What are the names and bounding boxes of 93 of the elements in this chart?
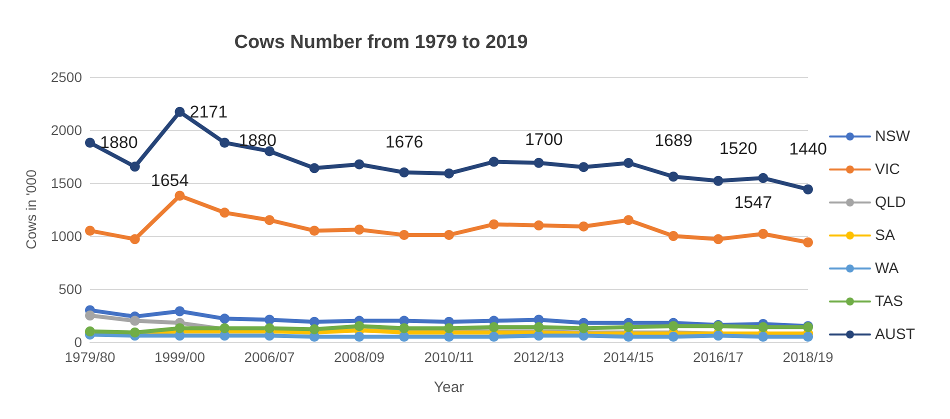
point [534,322,544,332]
point [85,226,95,236]
y-tick-label: 2000 [50,122,82,138]
point [624,322,634,332]
x-tick-label: 2012/13 [513,349,564,365]
point [174,323,185,334]
x-tick-label: 2010/11 [424,349,474,365]
point [354,159,364,170]
point [713,234,724,244]
point [354,332,364,342]
x-tick-label: 2006/07 [244,349,296,365]
point [534,220,544,230]
point [803,184,813,194]
y-tick-label: 1000 [50,228,82,244]
point [713,176,724,186]
y-tick-label: 2500 [50,69,82,85]
point [803,332,813,342]
legend-label: TAS [874,293,904,310]
point [130,162,140,172]
point [758,228,768,239]
point [399,323,410,334]
point [624,158,634,168]
x-tick-label: 2018/19 [782,349,834,365]
point [488,219,499,230]
point [399,332,410,342]
point [220,138,230,148]
y-axis-title: Cows in '000 [23,169,39,250]
point [354,321,364,332]
data-label: 1520 [719,138,758,158]
point [130,316,140,326]
point [624,332,634,342]
point [534,330,544,341]
y-tick-label: 500 [58,281,82,297]
point [668,332,678,342]
point [309,226,320,236]
point [488,322,499,332]
legend-label: AUST [874,326,916,343]
point [488,156,499,167]
legend-label: VIC [874,161,900,178]
point [354,224,364,235]
point [668,231,678,241]
point [85,138,95,148]
x-tick-label: 2014/15 [603,349,654,365]
point [444,230,454,240]
point [758,332,768,342]
data-label: 1440 [789,139,827,158]
legend-label: SA [874,227,896,244]
point [264,215,274,226]
data-label: 1880 [238,131,276,150]
point [264,146,274,156]
data-label: 1880 [100,133,138,152]
data-label: 1654 [150,171,189,190]
point [488,332,499,342]
point [578,221,589,232]
point [264,314,274,325]
data-label: 1700 [524,130,563,149]
point [399,167,410,178]
legend-label: QLD [874,194,906,211]
point [130,234,140,244]
x-tick-label: 1979/80 [64,349,116,365]
point [668,172,678,182]
x-tick-label: 2008/09 [334,349,385,365]
point [624,215,634,226]
point [803,237,813,248]
legend-label: WA [874,260,899,277]
point [399,230,410,240]
point [578,162,589,172]
point [534,158,544,168]
chart-title: Cows Number from 1979 to 2019 [234,32,528,53]
legend-label: NSW [874,128,911,145]
point [758,173,768,184]
point [220,314,230,324]
point [174,106,185,117]
point [174,190,185,201]
y-tick-label: 0 [74,334,82,350]
point [85,310,95,320]
data-label: 1676 [385,132,424,152]
point [220,208,230,218]
point [758,322,768,332]
point [444,323,454,334]
x-axis-title: Year [434,379,464,396]
point [174,306,185,316]
y-tick-label: 1500 [50,175,82,191]
point [668,321,678,332]
x-tick-label: 2016/17 [692,349,744,365]
data-label: 1547 [734,193,772,212]
point [578,323,589,334]
point [444,168,454,178]
point [309,163,320,174]
data-label: 1689 [654,130,692,150]
point [444,332,454,342]
x-tick-label: 1999/00 [154,349,206,365]
data-label: 2171 [190,102,228,122]
